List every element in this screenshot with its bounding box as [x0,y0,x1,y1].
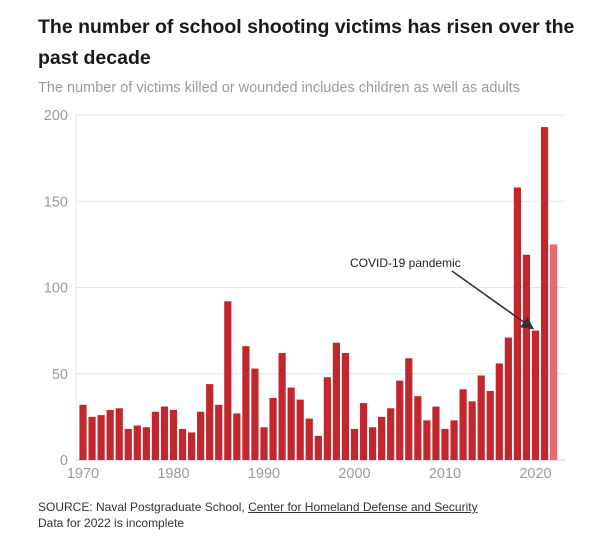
x-tick-label: 1970 [67,466,99,482]
bar-2000 [350,428,359,460]
x-tick-label: 2010 [429,466,461,482]
bar-2019 [522,254,531,460]
bar-2003 [378,416,386,460]
bar-2001 [359,403,368,460]
bar-2004 [387,408,395,460]
bar-2022 [550,244,558,460]
x-tick-label: 1990 [248,466,280,482]
bar-1990 [260,427,268,460]
annotation-arrow [451,270,535,330]
bar-1999 [341,353,350,460]
bar-2013 [468,401,476,460]
bar-1977 [142,427,150,460]
bar-1998 [332,342,340,460]
bar-1976 [133,425,141,460]
bar-1978 [151,411,159,460]
bar-2008 [423,420,431,460]
y-axis: 0 50 100 150 200 [44,108,68,469]
bar-1980 [169,409,178,460]
bar-1988 [242,346,250,460]
bar-2016 [495,363,503,460]
y-tick-label: 50 [52,367,68,383]
y-tick-label: 0 [60,453,68,469]
bar-2006 [405,358,413,460]
bar-1991 [269,397,277,460]
bar-2009 [432,406,440,460]
bar-1982 [188,432,196,460]
source-note: SOURCE: Naval Postgraduate School, Cente… [38,499,478,531]
bar-2010 [441,428,449,460]
bar-1973 [106,409,114,460]
bar-1992 [278,353,286,460]
x-tick-label: 2000 [338,466,370,482]
x-axis: 1970 1980 1990 2000 2010 2020 [67,466,552,482]
bar-1987 [233,413,241,460]
bar-1986 [224,301,232,460]
bar-1979 [160,406,169,460]
bar-2018 [513,187,521,460]
bar-1989 [251,368,259,460]
bar-2015 [486,391,494,460]
bar-2014 [477,375,485,460]
bar-1985 [215,404,223,460]
annotation-label: COVID-19 pandemic [350,256,461,270]
x-tick-label: 2020 [519,466,551,482]
x-tick-label: 1980 [157,466,189,482]
bar-1972 [97,415,105,460]
bar-1981 [178,428,187,460]
incomplete-note: Data for 2022 is incomplete [38,516,185,530]
bar-1994 [296,399,304,460]
bar-1995 [305,418,313,460]
bar-1974 [115,408,123,460]
source-link[interactable]: Center for Homeland Defense and Security [248,500,478,514]
bars [79,127,558,460]
bar-2007 [414,396,422,460]
bar-2017 [504,337,512,460]
bar-2012 [459,389,467,460]
bar-1970 [79,404,87,460]
bar-1997 [323,377,331,460]
chart-subtitle: The number of victims killed or wounded … [38,80,520,96]
chart-title: The number of school shooting victims ha… [38,16,575,69]
bar-2002 [369,427,377,460]
bar-2011 [450,420,458,460]
bar-2005 [396,380,404,460]
bar-1996 [314,435,322,460]
bar-2021 [540,127,549,460]
bar-1984 [206,384,214,460]
bar-1993 [287,387,295,460]
bar-chart: 0 50 100 150 200 1970 1980 1990 2000 2010 2020 CO… [44,108,566,482]
bar-1971 [88,416,96,460]
y-tick-label: 200 [44,108,68,124]
source-prefix: SOURCE: Naval Postgraduate School, [38,500,249,514]
bar-1975 [124,428,132,460]
y-tick-label: 100 [44,281,68,297]
bar-1983 [197,411,205,460]
bar-2020 [531,330,540,460]
source-line: SOURCE: Naval Postgraduate School, Cente… [38,499,478,515]
y-tick-label: 150 [44,194,68,210]
